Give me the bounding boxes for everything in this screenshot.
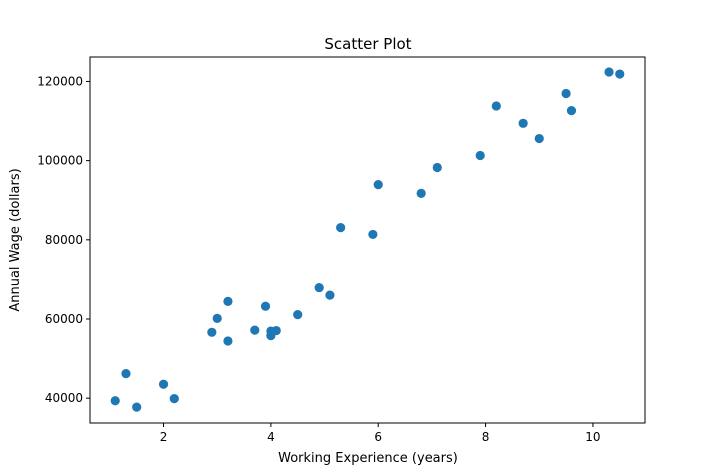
data-point — [491, 101, 501, 111]
data-point — [566, 106, 577, 116]
data-point — [475, 150, 485, 161]
data-point — [260, 301, 271, 311]
data-point — [132, 402, 142, 412]
data-point — [373, 180, 383, 190]
y-axis: 40000 60000 80000 100000 120000 — [37, 74, 90, 405]
data-point — [158, 379, 169, 389]
data-point — [212, 313, 222, 324]
data-point — [604, 67, 614, 77]
data-point — [110, 396, 120, 406]
data-point — [207, 327, 217, 337]
data-point — [325, 290, 335, 300]
data-point — [615, 69, 625, 79]
data-point — [336, 223, 346, 233]
y-tick-label: 40000 — [45, 391, 83, 405]
y-axis-label: Annual Wage (dollars) — [8, 168, 23, 311]
x-tick-label: 2 — [160, 430, 168, 444]
data-point — [223, 336, 233, 346]
data-point — [250, 325, 260, 335]
y-tick-label: 120000 — [37, 74, 83, 88]
chart-title: Scatter Plot — [324, 35, 411, 53]
data-point — [169, 394, 179, 404]
x-tick-label: 10 — [585, 430, 600, 444]
x-axis: 2 4 6 8 10 — [160, 423, 601, 444]
x-axis-label: Working Experience (years) — [278, 451, 458, 466]
data-point — [518, 118, 528, 128]
data-point — [121, 369, 131, 379]
x-tick-label: 6 — [374, 430, 382, 444]
data-point — [432, 162, 442, 173]
data-points — [110, 67, 625, 412]
data-point — [368, 229, 378, 240]
data-point — [561, 88, 571, 99]
data-point — [271, 325, 281, 336]
x-tick-label: 8 — [482, 430, 490, 444]
y-tick-label: 100000 — [37, 154, 83, 168]
data-point — [416, 188, 426, 198]
data-point — [223, 296, 233, 306]
data-point — [534, 133, 544, 144]
y-tick-label: 60000 — [45, 312, 83, 326]
y-tick-label: 80000 — [45, 233, 83, 247]
data-point — [314, 282, 324, 293]
plot-frame — [89, 56, 646, 424]
x-tick-label: 4 — [267, 430, 275, 444]
data-point — [293, 310, 303, 320]
